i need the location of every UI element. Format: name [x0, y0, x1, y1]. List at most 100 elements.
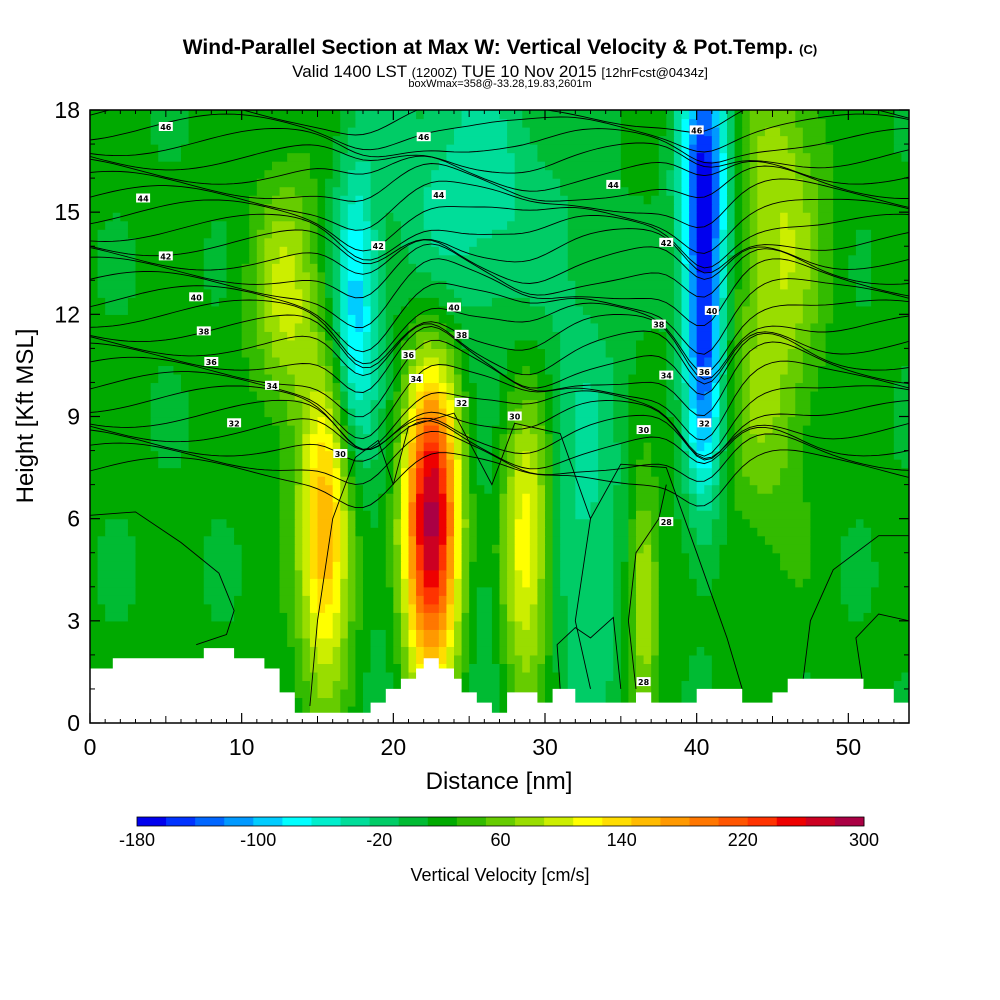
field-cell: [279, 433, 296, 443]
field-cell: [507, 467, 516, 477]
field-cell: [658, 612, 849, 622]
field-cell: [636, 663, 652, 673]
field-cell: [734, 280, 743, 290]
field-cell: [537, 373, 554, 384]
x-tick-label: 40: [684, 734, 710, 760]
contour-label-bg: [204, 357, 219, 366]
field-cell: [423, 612, 440, 622]
field-cell: [423, 578, 440, 588]
field-cell: [552, 450, 561, 460]
field-cell: [689, 561, 721, 571]
field-cell: [385, 348, 394, 358]
field-cell: [393, 629, 402, 639]
field-cell: [302, 654, 311, 664]
field-cell: [833, 152, 903, 162]
field-cell: [636, 493, 660, 503]
field-cell: [711, 246, 721, 256]
field-cell: [567, 237, 675, 247]
field-cell: [332, 535, 341, 545]
field-cell: [628, 637, 637, 647]
contour-label-bg: [158, 122, 173, 131]
field-cell: [605, 339, 637, 349]
field-cell: [370, 246, 379, 256]
field-cell: [105, 220, 129, 230]
field-cell: [529, 493, 539, 503]
field-cell: [855, 518, 865, 528]
field-cell: [499, 561, 508, 571]
field-cell: [681, 305, 690, 315]
field-cell: [416, 425, 425, 435]
field-cell: [203, 561, 243, 571]
field-cell: [833, 161, 909, 171]
field-cell: [454, 501, 463, 511]
field-cell: [363, 305, 372, 315]
field-cell: [537, 442, 546, 452]
field-cell: [673, 161, 683, 171]
field-cell: [613, 407, 630, 418]
field-cell: [340, 535, 349, 545]
field-cell: [363, 314, 372, 324]
field-cell: [454, 535, 463, 545]
field-cell: [309, 680, 319, 690]
contour-label-bg: [409, 374, 424, 383]
field-cell: [696, 144, 713, 154]
copyright-mark: (C): [799, 42, 818, 57]
field-cell: [689, 552, 721, 562]
field-cell: [560, 671, 569, 682]
field-cell: [264, 297, 273, 307]
field-cell: [537, 535, 546, 545]
field-cell: [818, 220, 834, 230]
field-cell: [325, 254, 334, 264]
field-cell: [734, 442, 743, 452]
field-cell: [507, 425, 516, 435]
field-cell: [696, 407, 713, 418]
field-cell: [628, 544, 637, 554]
field-cell: [347, 578, 357, 588]
field-cell: [347, 620, 364, 630]
field-cell: [347, 518, 357, 528]
field-cell: [309, 595, 319, 605]
field-cell: [416, 569, 425, 579]
field-cell: [347, 178, 372, 188]
field-cell: [711, 407, 721, 418]
field-cell: [711, 459, 721, 469]
field-cell: [711, 135, 721, 145]
field-cell: [188, 442, 281, 452]
field-cell: [727, 271, 736, 281]
field-cell: [226, 229, 250, 239]
field-cell: [476, 467, 493, 477]
field-cell: [317, 263, 326, 273]
y-tick-label: 12: [54, 301, 80, 327]
field-cell: [355, 663, 372, 673]
field-cell: [810, 339, 827, 349]
field-cell: [673, 365, 683, 375]
field-cell: [719, 110, 728, 120]
field-cell: [347, 186, 372, 196]
colorbar-tick-label: 60: [490, 830, 510, 850]
field-cell: [90, 212, 114, 222]
field-cell: [545, 484, 554, 494]
field-cell: [90, 246, 99, 256]
field-cell: [317, 595, 334, 605]
colorbar-swatch: [515, 817, 545, 826]
field-cell: [279, 561, 296, 571]
field-cell: [355, 390, 364, 401]
field-cell: [332, 348, 341, 358]
field-cell: [393, 382, 402, 392]
field-cell: [507, 493, 516, 503]
field-cell: [552, 518, 561, 528]
field-cell: [848, 254, 872, 264]
field-cell: [90, 297, 106, 307]
field-cell: [529, 663, 539, 673]
field-cell: [150, 407, 190, 418]
field-cell: [461, 501, 470, 511]
field-cell: [727, 476, 736, 486]
field-cell: [711, 365, 721, 375]
field-cell: [158, 144, 182, 154]
field-cell: [416, 501, 425, 511]
field-cell: [673, 373, 683, 384]
isentrope-line: [90, 178, 909, 231]
field-cell: [658, 586, 698, 596]
field-cell: [658, 654, 690, 664]
field-cell: [560, 552, 614, 562]
